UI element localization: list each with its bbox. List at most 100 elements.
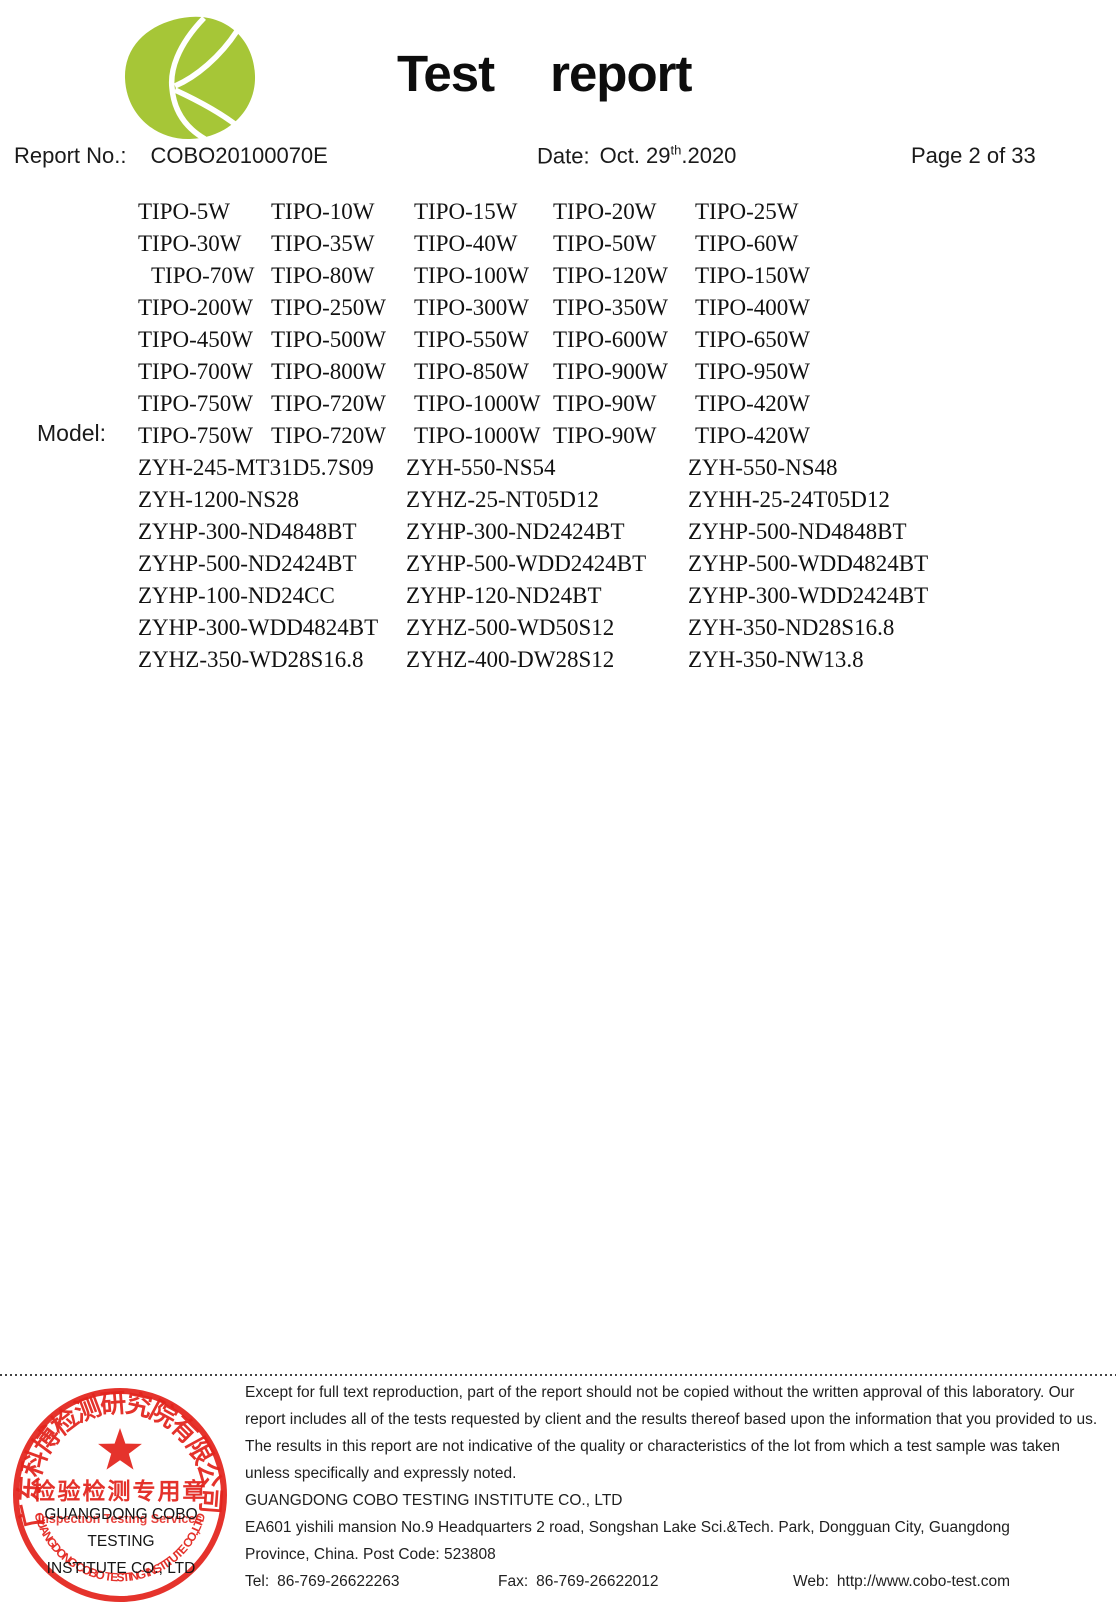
- model-cell: ZYHZ-350-WD28S16.8: [138, 647, 364, 672]
- model-cell: ZYH-550-NS48: [688, 455, 838, 480]
- model-cell: TIPO-550W: [414, 327, 529, 352]
- model-cell: TIPO-350W: [553, 295, 668, 320]
- model-field-label: Model:: [37, 420, 107, 446]
- report-date-label: Date:: [537, 143, 590, 169]
- model-cell: ZYH-350-ND28S16.8: [688, 615, 895, 640]
- model-cell: ZYH-350-NW13.8: [688, 647, 864, 672]
- model-cell: TIPO-10W: [271, 199, 375, 224]
- model-cell: ZYHP-500-WDD2424BT: [406, 551, 647, 576]
- model-cell: TIPO-450W: [138, 327, 253, 352]
- stamp-sub-text: Inspection Testing Services: [38, 1512, 202, 1526]
- model-cell: ZYHP-500-ND2424BT: [138, 551, 357, 576]
- letterhead-company-text: GUANGDONG COBO TESTING INSTITUTE CO., LT…: [16, 1501, 226, 1582]
- model-cell: TIPO-50W: [553, 231, 657, 256]
- disclaimer-line: The results in this report are not indic…: [245, 1438, 1060, 1455]
- model-cell: TIPO-40W: [414, 231, 518, 256]
- model-row: TIPO-750W TIPO-720W TIPO-1000W TIPO-90W TIPO…: [138, 388, 928, 420]
- model-row: ZYHP-500-ND2424BT ZYHP-500-WDD2424BT ZYHP-…: [138, 548, 928, 580]
- stamp-star-icon: [98, 1428, 142, 1470]
- model-row: ZYH-245-MT31D5.7S09 ZYH-550-NS54 ZYH-550-N…: [138, 452, 928, 484]
- model-row: TIPO-30W TIPO-35W TIPO-40W TIPO-50W TIPO-60W: [138, 228, 928, 260]
- model-cell: TIPO-420W: [695, 423, 810, 448]
- model-row: ZYHP-100-ND24CC ZYHP-120-ND24BT ZYHP-300-W…: [138, 580, 928, 612]
- model-cell: ZYHP-300-ND4848BT: [138, 519, 357, 544]
- model-row: TIPO-70W TIPO-80W TIPO-100W TIPO-120W TIPO-1…: [138, 260, 928, 292]
- tipo-grid: TIPO-5W TIPO-10W TIPO-15W TIPO-20W TIPO-25W T…: [138, 196, 928, 452]
- model-row: ZYHP-300-WDD4824BT ZYHZ-500-WD50S12 ZYH-35…: [138, 612, 928, 644]
- model-cell: ZYHZ-400-DW28S12: [406, 647, 615, 672]
- model-cell: TIPO-70W: [151, 263, 255, 288]
- report-date: Date: Oct. 29th.2020: [537, 143, 736, 169]
- model-cell: ZYHP-100-ND24CC: [138, 583, 335, 608]
- report-number: Report No.: COBO20100070E: [14, 143, 328, 169]
- page-indicator: Page 2 of 33: [911, 143, 1036, 168]
- footer-company-name: GUANGDONG COBO TESTING INSTITUTE CO., LT…: [245, 1492, 623, 1509]
- model-cell: TIPO-950W: [695, 359, 810, 384]
- model-cell: TIPO-60W: [695, 231, 799, 256]
- model-cell: TIPO-250W: [271, 295, 386, 320]
- model-cell: TIPO-90W: [553, 423, 657, 448]
- model-cell: TIPO-90W: [553, 391, 657, 416]
- stamp-center-text: 检验检测专用章: [33, 1478, 208, 1504]
- cobo-leaf-logo: [124, 16, 256, 140]
- model-cell: TIPO-400W: [695, 295, 810, 320]
- fax: Fax: 86-769-26622012: [498, 1573, 659, 1590]
- model-cell: TIPO-30W: [138, 231, 242, 256]
- model-cell: TIPO-720W: [271, 391, 386, 416]
- model-cell: TIPO-700W: [138, 359, 253, 384]
- header-info-row: Report No.: COBO20100070E Date: Oct. 29th.…: [0, 143, 1116, 171]
- model-cell: ZYH-550-NS54: [406, 455, 556, 480]
- model-cell: TIPO-15W: [414, 199, 518, 224]
- model-cell: TIPO-500W: [271, 327, 386, 352]
- model-cell: TIPO-420W: [695, 391, 810, 416]
- footer-address-line2: Province, China. Post Code: 523808: [245, 1546, 496, 1563]
- telephone-value: 86-769-26622263: [277, 1573, 400, 1590]
- model-cell: TIPO-80W: [271, 263, 375, 288]
- model-row: TIPO-200W TIPO-250W TIPO-300W TIPO-350W TIPO…: [138, 292, 928, 324]
- title-word-1: Test: [397, 45, 495, 102]
- model-cell: ZYHP-300-WDD4824BT: [138, 615, 379, 640]
- model-row: TIPO-700W TIPO-800W TIPO-850W TIPO-900W TIPO…: [138, 356, 928, 388]
- model-cell: TIPO-750W: [138, 423, 253, 448]
- model-cell: TIPO-600W: [553, 327, 668, 352]
- model-cell: TIPO-850W: [414, 359, 529, 384]
- model-cell: TIPO-150W: [695, 263, 810, 288]
- model-cell: TIPO-5W: [138, 199, 230, 224]
- model-row: TIPO-750W TIPO-720W TIPO-1000W TIPO-90W TIPO…: [138, 420, 928, 452]
- disclaimer-line: unless specifically and expressly noted.: [245, 1465, 517, 1482]
- model-row: TIPO-5W TIPO-10W TIPO-15W TIPO-20W TIPO-25W: [138, 196, 928, 228]
- date-ordinal-suffix: th: [670, 143, 682, 158]
- model-cell: TIPO-300W: [414, 295, 529, 320]
- model-cell: TIPO-20W: [553, 199, 657, 224]
- letterhead-line2: INSTITUTE CO., LTD: [46, 1560, 196, 1577]
- model-cell: TIPO-650W: [695, 327, 810, 352]
- model-row: TIPO-450W TIPO-500W TIPO-550W TIPO-600W TIPO…: [138, 324, 928, 356]
- model-cell: TIPO-35W: [271, 231, 375, 256]
- title-word-2: report: [550, 45, 692, 102]
- disclaimer: Except for full text reproduction, part …: [245, 1379, 1111, 1487]
- footer-separator: [0, 1374, 1116, 1376]
- telephone: Tel: 86-769-26622263: [245, 1573, 400, 1590]
- model-cell: ZYHP-300-WDD2424BT: [688, 583, 929, 608]
- company-stamp: 广东科博检测研究院有限公司 检验检测专用章 Inspection Testing…: [13, 1388, 227, 1602]
- website: Web: http://www.cobo-test.com: [793, 1573, 1011, 1590]
- model-cell: ZYHZ-25-NT05D12: [406, 487, 599, 512]
- model-grid: TIPO-5W TIPO-10W TIPO-15W TIPO-20W TIPO-25W T…: [138, 196, 928, 676]
- model-cell: ZYH-1200-NS28: [138, 487, 299, 512]
- footer-address-line1: EA601 yishili mansion No.9 Headquarters …: [245, 1519, 1010, 1536]
- zyh-grid: ZYH-245-MT31D5.7S09 ZYH-550-NS54 ZYH-550-N…: [138, 452, 928, 676]
- model-cell: TIPO-200W: [138, 295, 253, 320]
- footer-contact-row: Tel: 86-769-26622263 Fax: 86-769-26622012 …: [245, 1568, 1111, 1595]
- model-cell: ZYHZ-500-WD50S12: [406, 615, 615, 640]
- model-cell: ZYHP-500-WDD4824BT: [688, 551, 929, 576]
- model-cell: ZYHP-120-ND24BT: [406, 583, 602, 608]
- model-cell: TIPO-720W: [271, 423, 386, 448]
- model-cell: ZYHP-300-ND2424BT: [406, 519, 625, 544]
- model-cell: TIPO-100W: [414, 263, 529, 288]
- model-row: ZYHP-300-ND4848BT ZYHP-300-ND2424BT ZYHP-5…: [138, 516, 928, 548]
- report-number-label: Report No.:: [14, 143, 127, 168]
- disclaimer-line: Except for full text reproduction, part …: [245, 1384, 1075, 1401]
- report-date-value: Oct. 29th.2020: [599, 143, 737, 169]
- letterhead-line1: GUANGDONG COBO TESTING: [44, 1506, 198, 1550]
